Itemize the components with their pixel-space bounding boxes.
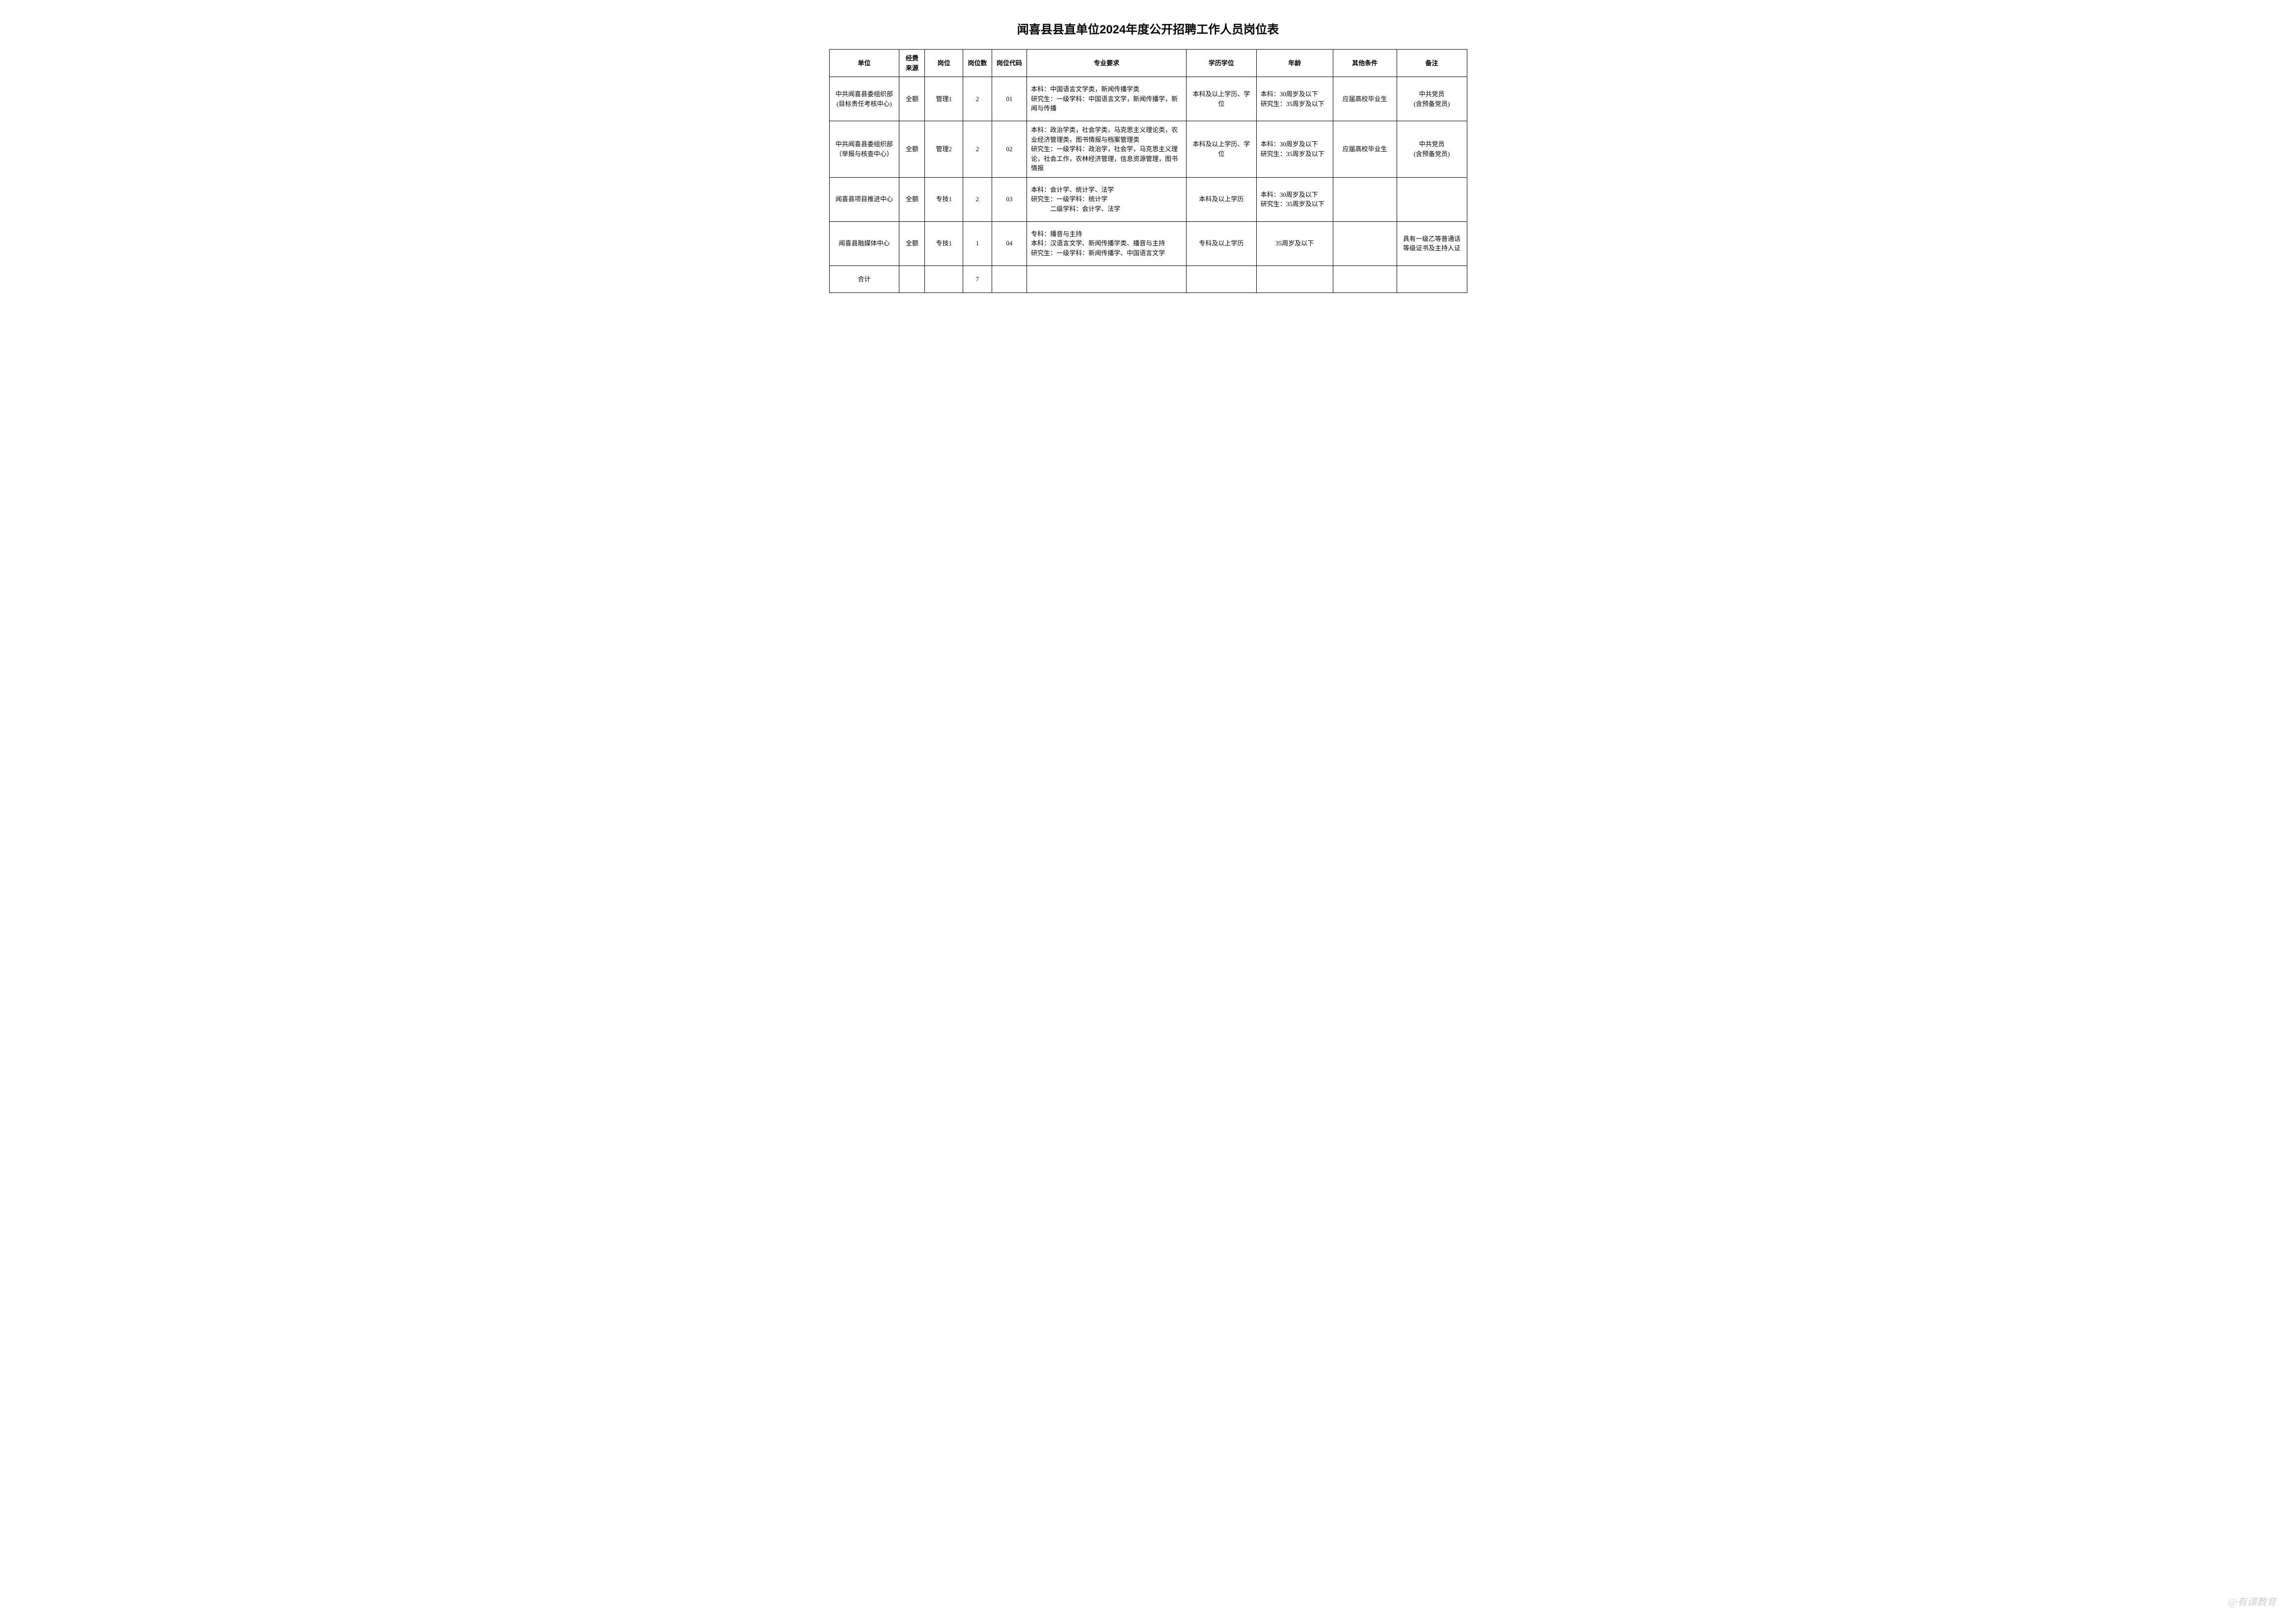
total-empty xyxy=(1186,266,1256,293)
header-unit: 单位 xyxy=(829,50,899,77)
cell-fund: 全额 xyxy=(899,177,925,221)
total-empty xyxy=(992,266,1026,293)
cell-position: 管理1 xyxy=(925,77,963,121)
cell-major: 本科：会计学、统计学、法学研究生：一级学科：统计学 二级学科：会计学、法学 xyxy=(1027,177,1187,221)
cell-count: 1 xyxy=(963,221,992,266)
cell-major: 本科：政治学类，社会学类，马克思主义理论类，农业经济管理类，图书情报与档案管理类… xyxy=(1027,121,1187,178)
cell-edu: 专科及以上学历 xyxy=(1186,221,1256,266)
header-position: 岗位 xyxy=(925,50,963,77)
cell-unit: 闻喜县项目推进中心 xyxy=(829,177,899,221)
header-code: 岗位代码 xyxy=(992,50,1026,77)
cell-count: 2 xyxy=(963,121,992,178)
table-row: 闻喜县融媒体中心 全额 专技1 1 04 专科：播音与主持本科：汉语言文学、新闻… xyxy=(829,221,1467,266)
total-label: 合计 xyxy=(829,266,899,293)
cell-position: 管理2 xyxy=(925,121,963,178)
document-page: 闻喜县县直单位2024年度公开招聘工作人员岗位表 单位 经费来源 岗位 岗位数 … xyxy=(829,20,1467,293)
cell-unit: 中共闻喜县委组织部(目标责任考核中心) xyxy=(829,77,899,121)
cell-other xyxy=(1333,221,1397,266)
total-empty xyxy=(899,266,925,293)
cell-remark: 中共党员(含预备党员) xyxy=(1397,121,1467,178)
table-row: 闻喜县项目推进中心 全额 专技1 2 03 本科：会计学、统计学、法学研究生：一… xyxy=(829,177,1467,221)
cell-remark xyxy=(1397,177,1467,221)
cell-major: 专科：播音与主持本科：汉语言文学、新闻传播学类、播音与主持研究生：一级学科：新闻… xyxy=(1027,221,1187,266)
cell-edu: 本科及以上学历、学位 xyxy=(1186,77,1256,121)
cell-unit: 中共闻喜县委组织部（举报与核查中心） xyxy=(829,121,899,178)
table-row: 中共闻喜县委组织部（举报与核查中心） 全额 管理2 2 02 本科：政治学类，社… xyxy=(829,121,1467,178)
cell-edu: 本科及以上学历 xyxy=(1186,177,1256,221)
cell-other: 应届高校毕业生 xyxy=(1333,77,1397,121)
cell-fund: 全额 xyxy=(899,221,925,266)
cell-code: 01 xyxy=(992,77,1026,121)
table-header-row: 单位 经费来源 岗位 岗位数 岗位代码 专业要求 学历学位 年龄 其他条件 备注 xyxy=(829,50,1467,77)
cell-position: 专技1 xyxy=(925,221,963,266)
cell-age: 35周岁及以下 xyxy=(1256,221,1333,266)
header-major: 专业要求 xyxy=(1027,50,1187,77)
recruitment-table: 单位 经费来源 岗位 岗位数 岗位代码 专业要求 学历学位 年龄 其他条件 备注… xyxy=(829,49,1467,293)
total-empty xyxy=(1256,266,1333,293)
cell-age: 本科：30周岁及以下研究生：35周岁及以下 xyxy=(1256,121,1333,178)
cell-remark: 具有一级乙等普通话等级证书及主持人证 xyxy=(1397,221,1467,266)
total-empty xyxy=(1333,266,1397,293)
cell-count: 2 xyxy=(963,77,992,121)
cell-fund: 全额 xyxy=(899,121,925,178)
cell-age: 本科：30周岁及以下研究生：35周岁及以下 xyxy=(1256,77,1333,121)
page-title: 闻喜县县直单位2024年度公开招聘工作人员岗位表 xyxy=(829,20,1467,37)
header-remark: 备注 xyxy=(1397,50,1467,77)
cell-other: 应届高校毕业生 xyxy=(1333,121,1397,178)
cell-edu: 本科及以上学历、学位 xyxy=(1186,121,1256,178)
total-empty xyxy=(925,266,963,293)
watermark-text: @有课教育 xyxy=(2228,1594,2276,1608)
cell-remark: 中共党员(含预备党员) xyxy=(1397,77,1467,121)
cell-count: 2 xyxy=(963,177,992,221)
cell-code: 03 xyxy=(992,177,1026,221)
total-count: 7 xyxy=(963,266,992,293)
cell-age: 本科：30周岁及以下研究生：35周岁及以下 xyxy=(1256,177,1333,221)
table-total-row: 合计 7 xyxy=(829,266,1467,293)
header-fund: 经费来源 xyxy=(899,50,925,77)
total-empty xyxy=(1397,266,1467,293)
cell-other xyxy=(1333,177,1397,221)
cell-code: 04 xyxy=(992,221,1026,266)
header-age: 年龄 xyxy=(1256,50,1333,77)
header-count: 岗位数 xyxy=(963,50,992,77)
cell-code: 02 xyxy=(992,121,1026,178)
header-other: 其他条件 xyxy=(1333,50,1397,77)
total-empty xyxy=(1027,266,1187,293)
table-row: 中共闻喜县委组织部(目标责任考核中心) 全额 管理1 2 01 本科：中国语言文… xyxy=(829,77,1467,121)
cell-unit: 闻喜县融媒体中心 xyxy=(829,221,899,266)
cell-major: 本科：中国语言文学类，新闻传播学类研究生：一级学科：中国语言文学，新闻传播学，新… xyxy=(1027,77,1187,121)
cell-fund: 全额 xyxy=(899,77,925,121)
cell-position: 专技1 xyxy=(925,177,963,221)
header-edu: 学历学位 xyxy=(1186,50,1256,77)
